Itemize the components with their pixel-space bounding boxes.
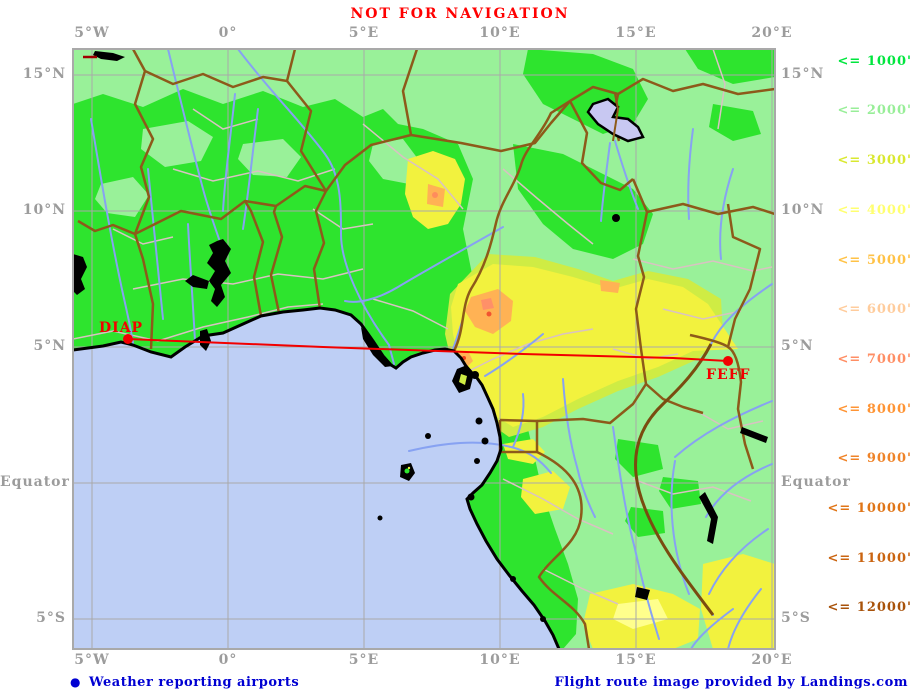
lon-tick-bottom-20e: 20°E — [751, 652, 793, 668]
weather-airport-dot-icon: ● — [70, 675, 81, 689]
terrain-highland — [405, 151, 775, 649]
lon-tick-bottom-15e: 15°E — [615, 652, 657, 668]
map-border — [73, 49, 775, 649]
landings-credit: Flight route image provided by Landings.… — [554, 675, 908, 690]
roads — [72, 48, 773, 605]
lat-tick-left-15n: 15°N — [22, 66, 66, 82]
lon-tick-top-10e: 10°E — [479, 25, 521, 41]
legend-item-11000: <= 11000' — [827, 551, 912, 566]
lat-tick-right-5s: 5°S — [781, 610, 811, 626]
legend-item-1000: <= 1000' — [837, 54, 912, 69]
weather-airports-note: ● Weather reporting airports — [70, 675, 299, 690]
lon-tick-top-15e: 15°E — [615, 25, 657, 41]
sea-gulf-of-guinea — [73, 308, 559, 649]
legend-item-4000: <= 4000' — [837, 203, 912, 218]
lat-tick-left-equator: Equator — [0, 474, 70, 490]
lon-tick-top-5w: 5°W — [74, 25, 110, 41]
lat-tick-left-10n: 10°N — [22, 202, 66, 218]
airport-label-feff: FEFF — [706, 367, 751, 383]
route-line — [127, 338, 729, 362]
legend-item-3000: <= 3000' — [837, 153, 912, 168]
airport-dot-diap — [123, 334, 133, 344]
airport-dot-feff — [723, 356, 733, 366]
map-frame: DIAP FEFF — [72, 48, 776, 650]
legend-item-5000: <= 5000' — [837, 253, 912, 268]
legend-item-12000: <= 12000' — [827, 600, 912, 615]
island-interiors — [404, 374, 467, 474]
lon-tick-bottom-5e: 5°E — [348, 652, 380, 668]
legend-item-7000: <= 7000' — [837, 352, 912, 367]
lon-tick-top-0: 0° — [218, 25, 238, 41]
flight-route: DIAP FEFF — [99, 320, 751, 383]
lon-tick-bottom-10e: 10°E — [479, 652, 521, 668]
lat-tick-right-15n: 15°N — [781, 66, 825, 82]
weather-airports-label: Weather reporting airports — [88, 675, 300, 690]
lat-tick-right-equator: Equator — [781, 474, 851, 490]
legend-item-10000: <= 10000' — [827, 501, 912, 516]
lon-tick-bottom-5w: 5°W — [74, 652, 110, 668]
airport-label-diap: DIAP — [99, 320, 143, 336]
lat-tick-left-5n: 5°N — [33, 338, 66, 354]
coastline-and-lakes — [72, 51, 768, 650]
lat-tick-right-10n: 10°N — [781, 202, 825, 218]
not-for-navigation-warning: NOT FOR NAVIGATION — [350, 6, 570, 22]
legend-item-9000: <= 9000' — [837, 451, 912, 466]
lake-chad-border — [612, 93, 620, 142]
legend-item-2000: <= 2000' — [837, 103, 912, 118]
legend-item-8000: <= 8000' — [837, 402, 912, 417]
lat-tick-left-5s: 5°S — [36, 610, 66, 626]
legend-item-6000: <= 6000' — [837, 302, 912, 317]
route-map: DIAP FEFF — [72, 48, 776, 650]
lon-tick-bottom-0: 0° — [218, 652, 238, 668]
ubangi-border-river — [634, 343, 715, 616]
lat-tick-right-5n: 5°N — [781, 338, 814, 354]
lon-tick-top-20e: 20°E — [751, 25, 793, 41]
lon-tick-top-5e: 5°E — [348, 25, 380, 41]
